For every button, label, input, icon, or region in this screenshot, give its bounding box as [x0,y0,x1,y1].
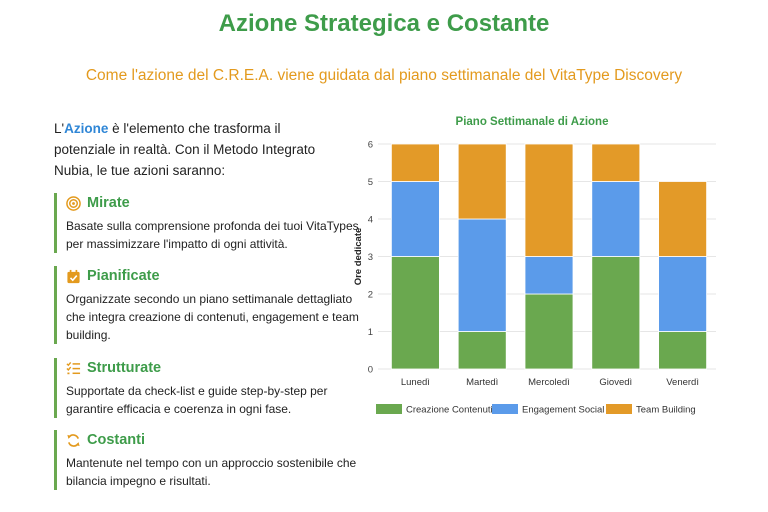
card-title: Mirate [87,195,130,211]
card-header: Mirate [66,193,366,213]
bar-segment [391,181,440,257]
intro-highlight: Azione [64,121,109,136]
card-header: Strutturate [66,358,366,378]
x-tick-label: Giovedì [599,377,632,388]
card-title: Costanti [87,432,145,448]
bar-segment [524,256,574,295]
sync-icon [66,433,81,448]
page-title: Azione Strategica e Costante [218,10,550,37]
card-header: Pianificate [66,266,366,286]
legend-swatch [606,404,632,414]
page-subtitle: Come l'azione del C.R.E.A. viene guidata… [85,67,683,84]
bar-segment [591,143,641,182]
x-tick-label: Lunedì [401,377,430,388]
card-text: Basate sulla comprensione profonda dei t… [66,219,362,251]
legend-swatch [492,404,518,414]
card-header: Costanti [66,430,366,450]
y-tick-label: 4 [368,215,373,226]
y-tick-label: 6 [368,140,373,151]
chart-canvas: 0 1 2 3 4 5 6 Ore dedicate Lunedì Martedì Mercoled… [353,140,716,416]
card-costanti: Costanti Mantenute nel tempo con un appr… [54,430,366,490]
y-tick-label: 0 [368,365,373,376]
chart-title: Piano Settimanale di Azione [455,116,609,128]
x-tick-label: Mercoledì [528,377,570,388]
card-strutturate: Strutturate Supportate da check-list e g… [54,358,366,418]
card-mirate: Mirate Basate sulla comprensione profond… [54,193,366,253]
intro-prefix: L' [54,121,65,136]
x-tick-label: Martedì [466,377,499,388]
weekly-plan-chart: Piano Settimanale di Azione 0 1 2 3 4 5 6 Ore d… [346,108,730,428]
target-icon [66,195,81,211]
bar-segment [391,256,440,370]
calendar-check-icon [66,269,81,284]
legend-label: Team Building [636,405,696,416]
y-axis-label: Ore dedicate [353,228,364,286]
bar-segment [658,331,708,370]
intro-paragraph: L'Azione è l'elemento che trasforma il p… [54,118,344,181]
legend-label: Creazione Contenuti [406,405,493,416]
card-text: Mantenute nel tempo con un approccio sos… [66,456,357,488]
bar-segment [591,256,641,370]
bar-segment [457,218,507,332]
legend-label: Engagement Social [522,405,604,416]
checklist-icon [66,361,81,376]
bar-segment [457,331,507,370]
intro-text: è l'elemento che trasforma il potenziale… [54,121,316,178]
bar-segment [591,181,641,257]
bar-segment [658,181,708,257]
y-tick-label: 5 [368,177,373,188]
x-tick-label: Venerdì [666,377,699,388]
y-tick-label: 3 [368,252,373,263]
bar-segment [658,256,708,332]
card-text: Supportate da check-list e guide step-by… [66,384,328,416]
card-title: Pianificate [87,268,160,284]
bar-segment [524,143,574,257]
bar-segment [391,143,440,182]
bar-segment [524,293,574,370]
y-tick-label: 2 [368,290,373,301]
card-title: Strutturate [87,360,162,376]
y-tick-label: 1 [368,327,373,338]
bar-segment [457,143,507,220]
card-pianificate: Pianificate Organizzate secondo un piano… [54,266,366,344]
legend-swatch [376,404,402,414]
card-text: Organizzate secondo un piano settimanale… [66,292,359,342]
